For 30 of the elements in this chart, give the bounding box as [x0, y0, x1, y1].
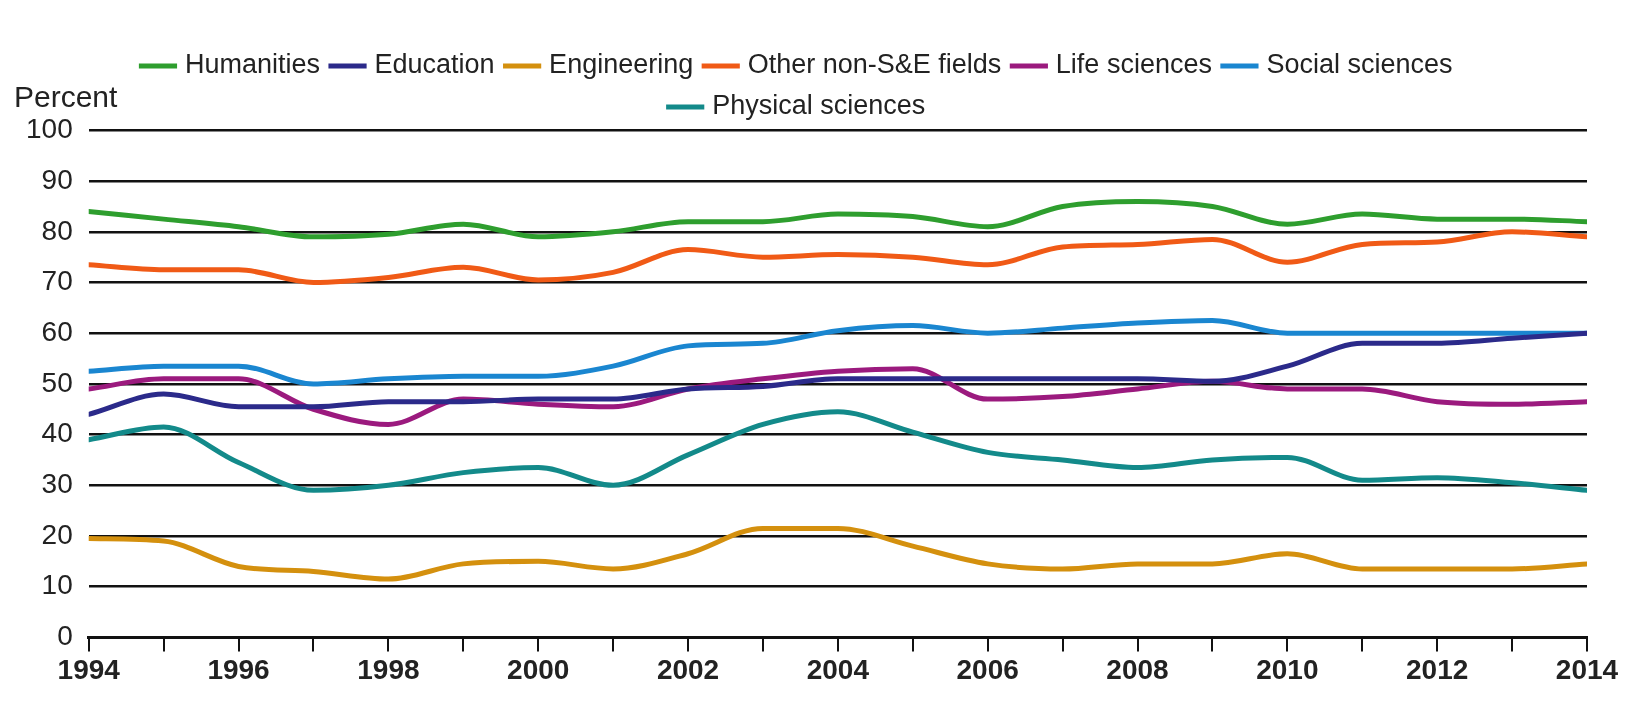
x-tick-label: 1994 — [57, 653, 121, 685]
y-tick-label: 40 — [41, 417, 73, 449]
y-tick-label: 80 — [41, 214, 73, 246]
y-tick-label: 0 — [57, 620, 73, 652]
legend-label: Life sciences — [1055, 49, 1212, 80]
y-tick-label: 100 — [26, 113, 73, 145]
legend-label: Engineering — [549, 49, 694, 80]
legend-label: Humanities — [184, 49, 321, 80]
y-axis-title: Percent — [14, 80, 118, 114]
legend-label: Physical sciences — [712, 90, 926, 121]
y-tick-label: 20 — [41, 518, 73, 550]
x-tick-label: 2002 — [656, 653, 720, 685]
legend-label: Social sciences — [1266, 49, 1453, 80]
x-tick-label: 2000 — [507, 653, 570, 685]
y-tick-label: 30 — [41, 468, 73, 500]
y-tick-label: 50 — [41, 366, 73, 398]
y-tick-label: 10 — [41, 569, 73, 601]
y-tick-label: 70 — [41, 265, 73, 297]
x-tick-label: 2012 — [1406, 653, 1469, 685]
x-tick-label: 2006 — [956, 653, 1019, 685]
y-tick-label: 60 — [41, 315, 73, 347]
x-tick-label: 1998 — [357, 653, 420, 685]
x-tick-label: 2004 — [806, 653, 870, 685]
legend-label: Education — [374, 49, 495, 80]
y-tick-label: 90 — [41, 163, 73, 195]
x-tick-label: 2014 — [1555, 653, 1619, 685]
legend-label: Other non-S&E fields — [747, 49, 1002, 80]
x-tick-label: 2010 — [1256, 653, 1319, 685]
x-tick-label: 1996 — [207, 653, 270, 685]
x-tick-label: 2008 — [1106, 653, 1169, 685]
